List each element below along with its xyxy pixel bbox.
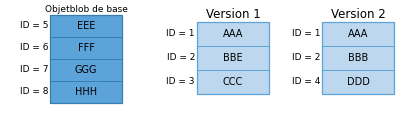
Text: ID = 1: ID = 1 (292, 30, 320, 38)
Text: DDD: DDD (346, 77, 370, 87)
Text: ID = 5: ID = 5 (20, 21, 48, 30)
Text: ID = 3: ID = 3 (166, 78, 195, 86)
Text: BBB: BBB (348, 53, 368, 63)
Text: Version 1: Version 1 (206, 8, 260, 21)
Text: ID = 8: ID = 8 (20, 88, 48, 97)
Text: ID = 2: ID = 2 (167, 53, 195, 63)
Bar (50, 15, 122, 103)
Text: CCC: CCC (223, 77, 243, 87)
Text: FFF: FFF (78, 43, 94, 53)
Text: AAA: AAA (223, 29, 243, 39)
Text: GGG: GGG (75, 65, 97, 75)
Bar (322, 22, 394, 94)
Text: Objetblob de base: Objetblob de base (44, 5, 128, 14)
Text: EEE: EEE (77, 21, 95, 31)
Text: ID = 2: ID = 2 (292, 53, 320, 63)
Text: ID = 6: ID = 6 (20, 44, 48, 53)
Text: BBE: BBE (223, 53, 243, 63)
Text: HHH: HHH (75, 87, 97, 97)
Text: Version 2: Version 2 (331, 8, 385, 21)
Text: AAA: AAA (348, 29, 368, 39)
Text: ID = 7: ID = 7 (20, 65, 48, 74)
Bar (197, 22, 269, 94)
Text: ID = 1: ID = 1 (166, 30, 195, 38)
Text: ID = 4: ID = 4 (292, 78, 320, 86)
